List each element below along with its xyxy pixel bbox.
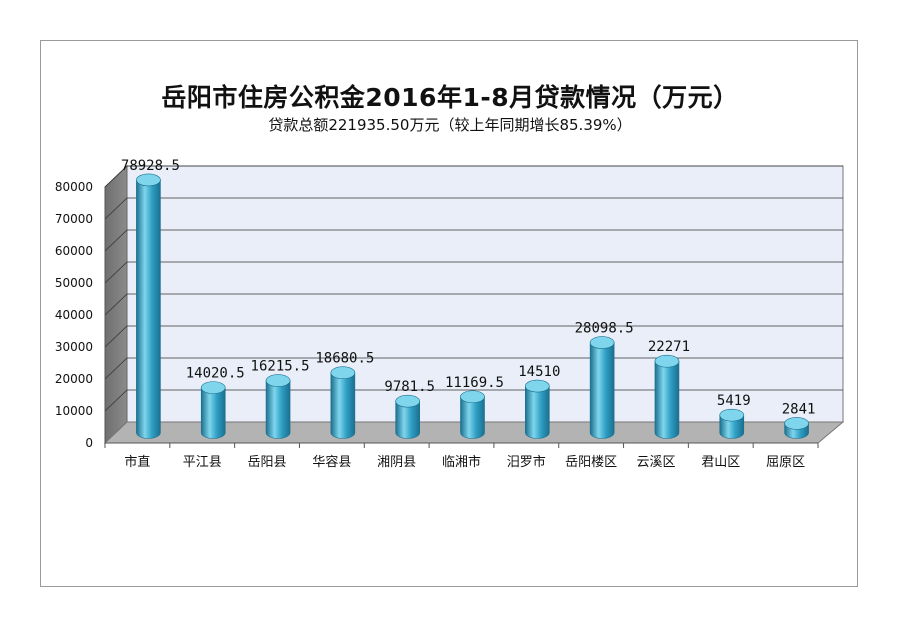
bar-body: [395, 400, 420, 439]
bar-top: [265, 374, 291, 387]
x-category-label: 临湘市: [442, 454, 481, 470]
bar: [395, 394, 420, 439]
bar-top: [719, 408, 745, 422]
gridline-side: [104, 197, 128, 220]
bar: [265, 374, 291, 439]
x-category-label: 君山区: [701, 455, 740, 470]
x-category-label: 平江县: [183, 455, 222, 470]
gridline-side: [104, 389, 128, 412]
data-label: 14510: [518, 364, 560, 380]
y-tick-label: 40000: [55, 308, 93, 322]
data-label: 28098.5: [575, 321, 634, 337]
bar-top: [200, 381, 226, 394]
bar: [460, 390, 485, 439]
x-category-label: 市直: [124, 454, 150, 470]
bar-top: [654, 354, 680, 368]
bar: [200, 381, 226, 439]
bar-top: [784, 417, 809, 430]
y-tick-label: 70000: [55, 212, 93, 226]
y-tick-label: 30000: [55, 340, 93, 354]
bar-top: [525, 379, 550, 393]
x-category-label: 云溪区: [636, 455, 675, 470]
x-category-label: 汨罗市: [507, 454, 546, 470]
bar-top: [589, 336, 615, 349]
y-tick-label: 0: [85, 436, 93, 450]
bar: [719, 408, 745, 439]
bar-body: [654, 360, 680, 439]
x-category-label: 岳阳县: [248, 455, 287, 470]
data-label: 22271: [648, 339, 690, 355]
gridline-side: [104, 325, 128, 348]
y-tick-label: 20000: [55, 372, 93, 386]
bar: [784, 417, 809, 439]
gridline-side: [104, 229, 128, 252]
bar-top: [136, 173, 161, 187]
bar-top: [460, 390, 485, 404]
bar-body: [200, 387, 226, 439]
data-label: 11169.5: [445, 375, 504, 391]
x-category-label: 岳阳楼区: [565, 455, 617, 470]
bar-body: [136, 179, 161, 439]
bar-body: [460, 396, 485, 439]
bar: [330, 366, 356, 439]
bar-top: [330, 366, 356, 380]
y-tick-label: 10000: [55, 404, 93, 418]
bar: [525, 379, 550, 439]
bar-body: [719, 414, 745, 439]
gridline-side: [104, 261, 128, 284]
data-label: 18680.5: [315, 351, 374, 367]
chart-title: 岳阳市住房公积金2016年1-8月贷款情况（万元）: [161, 83, 739, 112]
bar-body: [525, 385, 550, 439]
data-label: 78928.5: [121, 158, 180, 174]
bar-body: [589, 342, 615, 439]
y-tick-label: 80000: [55, 180, 93, 194]
bar-top: [395, 394, 420, 408]
x-category-label: 屈原区: [766, 455, 805, 470]
bar: [654, 354, 680, 439]
gridline-side: [104, 293, 128, 316]
y-tick-label: 60000: [55, 244, 93, 258]
x-category-label: 湘阴县: [377, 455, 416, 470]
chart-subtitle: 贷款总额221935.50万元（较上年同期增长85.39%）: [268, 116, 632, 134]
bar-body: [265, 380, 291, 439]
gridline-side: [104, 165, 128, 188]
bar: [589, 336, 615, 439]
bar-body: [330, 372, 356, 439]
data-label: 14020.5: [186, 366, 245, 382]
data-label: 9781.5: [384, 379, 435, 395]
data-label: 5419: [717, 393, 751, 409]
gridline-side: [104, 357, 128, 380]
data-label: 2841: [782, 401, 816, 417]
x-category-label: 华容县: [312, 454, 351, 470]
data-label: 16215.5: [251, 359, 310, 375]
y-tick-label: 50000: [55, 276, 93, 290]
bar: [136, 173, 161, 439]
